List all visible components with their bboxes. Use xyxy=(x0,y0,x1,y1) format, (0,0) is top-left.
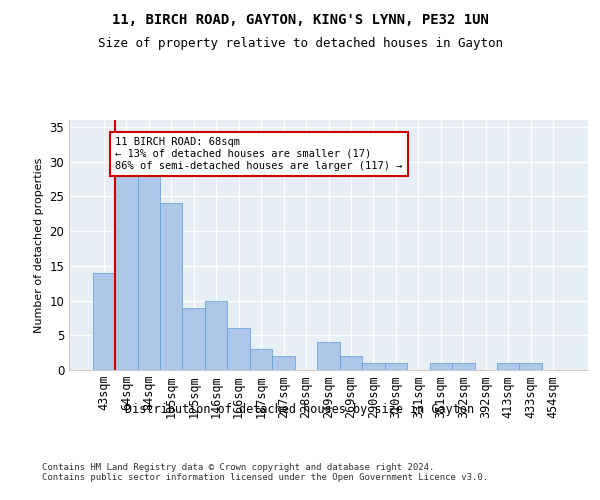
Bar xyxy=(340,356,362,370)
Bar xyxy=(137,168,160,370)
Y-axis label: Number of detached properties: Number of detached properties xyxy=(34,158,44,332)
Text: 11 BIRCH ROAD: 68sqm
← 13% of detached houses are smaller (17)
86% of semi-detac: 11 BIRCH ROAD: 68sqm ← 13% of detached h… xyxy=(115,138,403,170)
Bar xyxy=(520,363,542,370)
Text: Distribution of detached houses by size in Gayton: Distribution of detached houses by size … xyxy=(125,402,475,415)
Bar xyxy=(250,349,272,370)
Bar xyxy=(385,363,407,370)
Bar xyxy=(430,363,452,370)
Bar xyxy=(272,356,295,370)
Bar xyxy=(227,328,250,370)
Text: Size of property relative to detached houses in Gayton: Size of property relative to detached ho… xyxy=(97,38,503,51)
Bar xyxy=(317,342,340,370)
Bar xyxy=(362,363,385,370)
Bar xyxy=(160,204,182,370)
Bar xyxy=(92,273,115,370)
Bar xyxy=(115,168,137,370)
Bar xyxy=(205,300,227,370)
Bar xyxy=(452,363,475,370)
Text: Contains HM Land Registry data © Crown copyright and database right 2024.
Contai: Contains HM Land Registry data © Crown c… xyxy=(42,462,488,482)
Text: 11, BIRCH ROAD, GAYTON, KING'S LYNN, PE32 1UN: 11, BIRCH ROAD, GAYTON, KING'S LYNN, PE3… xyxy=(112,12,488,26)
Bar xyxy=(497,363,520,370)
Bar xyxy=(182,308,205,370)
